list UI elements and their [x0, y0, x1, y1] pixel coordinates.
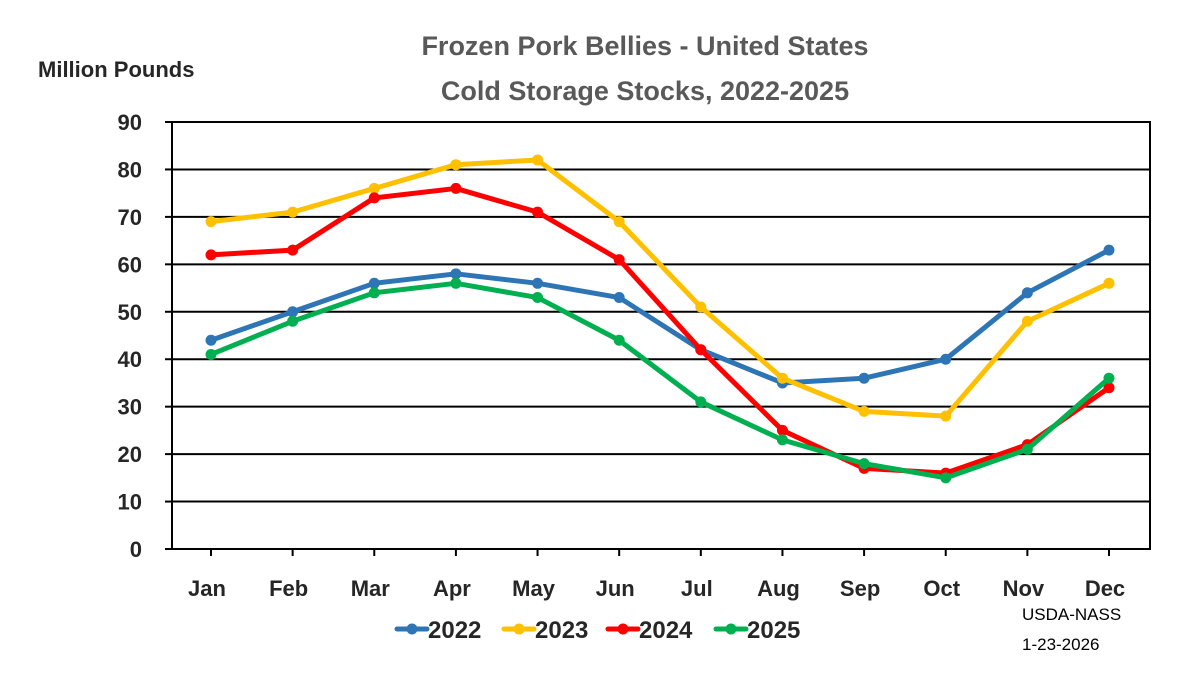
y-tick-label: 70 [118, 205, 142, 230]
legend-label: 2022 [428, 617, 481, 644]
data-point [205, 348, 217, 360]
legend-item-2022: 2022 [394, 617, 481, 644]
data-point [940, 353, 952, 365]
data-point [1103, 244, 1115, 256]
series-line [208, 247, 1112, 386]
data-point [205, 249, 217, 261]
series-2023 [205, 154, 1115, 422]
x-tick-label: Aug [757, 576, 800, 601]
data-point [776, 372, 788, 384]
x-tick-label: Apr [433, 576, 471, 601]
x-tick-label: May [512, 576, 556, 601]
data-point [613, 216, 625, 228]
legend-label: 2023 [535, 617, 588, 644]
x-tick-label: Jan [188, 576, 226, 601]
y-tick-label: 80 [118, 157, 142, 182]
series-line [208, 157, 1112, 419]
y-tick-label: 90 [118, 110, 142, 135]
series-line [208, 185, 1112, 476]
series-lines [205, 154, 1115, 484]
x-tick-label: Dec [1085, 576, 1125, 601]
y-tick-label: 10 [118, 490, 142, 515]
data-point [858, 458, 870, 470]
source-label: USDA-NASS [1022, 605, 1121, 624]
date-label: 1-23-2026 [1022, 635, 1100, 654]
legend-label: 2024 [639, 617, 693, 644]
data-point [776, 434, 788, 446]
series-2022 [205, 244, 1115, 389]
y-axis-ticks: 0 10 20 30 40 50 60 70 80 90 [118, 110, 172, 562]
data-point [450, 182, 462, 194]
legend: 2022 2023 2024 2025 [394, 617, 800, 644]
data-point [1103, 277, 1115, 289]
legend-marker [617, 623, 629, 635]
data-point [695, 344, 707, 356]
legend-marker [513, 623, 525, 635]
data-point [940, 410, 952, 422]
y-tick-label: 40 [118, 347, 142, 372]
y-tick-label: 30 [118, 395, 142, 420]
data-point [613, 292, 625, 304]
y-tick-label: 60 [118, 252, 142, 277]
x-axis-ticks: Jan Feb Mar Apr May Jun Jul Aug Sep Oct Nov Dec [188, 549, 1125, 601]
data-point [368, 182, 380, 194]
y-tick-label: 20 [118, 442, 142, 467]
data-point [1021, 315, 1033, 327]
x-tick-label: Nov [1003, 576, 1045, 601]
series-2025 [205, 277, 1115, 484]
data-point [613, 334, 625, 346]
y-tick-label: 50 [118, 300, 142, 325]
legend-item-2023: 2023 [501, 617, 588, 644]
legend-item-2024: 2024 [605, 617, 693, 644]
data-point [776, 424, 788, 436]
data-point [532, 277, 544, 289]
legend-marker [725, 623, 737, 635]
x-tick-label: Oct [923, 576, 960, 601]
series-line [208, 280, 1112, 481]
chart-title: Frozen Pork Bellies - United States [421, 31, 868, 61]
data-point [532, 292, 544, 304]
legend-marker [406, 623, 418, 635]
data-point [450, 159, 462, 171]
data-point [368, 287, 380, 299]
data-point [287, 206, 299, 218]
data-point [205, 216, 217, 228]
data-point [450, 268, 462, 280]
data-point [368, 192, 380, 204]
data-point [532, 206, 544, 218]
data-point [613, 254, 625, 266]
data-point [940, 472, 952, 484]
data-point [858, 405, 870, 417]
x-tick-label: Feb [269, 576, 308, 601]
x-tick-label: Sep [840, 576, 880, 601]
data-point [287, 306, 299, 318]
y-axis-label: Million Pounds [38, 57, 194, 82]
data-point [532, 154, 544, 166]
x-tick-label: Jul [681, 576, 713, 601]
chart-subtitle: Cold Storage Stocks, 2022-2025 [441, 76, 849, 106]
data-point [858, 372, 870, 384]
data-point [1103, 382, 1115, 394]
data-point [205, 334, 217, 346]
data-point [368, 277, 380, 289]
data-point [1021, 443, 1033, 455]
data-point [287, 244, 299, 256]
data-point [1103, 372, 1115, 384]
x-tick-label: Jun [596, 576, 635, 601]
data-point [695, 396, 707, 408]
data-point [1021, 287, 1033, 299]
data-point [695, 301, 707, 313]
x-tick-label: Mar [351, 576, 391, 601]
legend-label: 2025 [747, 617, 800, 644]
plot-area [171, 121, 1151, 550]
data-point [287, 315, 299, 327]
data-point [450, 277, 462, 289]
legend-item-2025: 2025 [713, 617, 800, 644]
y-tick-label: 0 [130, 537, 142, 562]
